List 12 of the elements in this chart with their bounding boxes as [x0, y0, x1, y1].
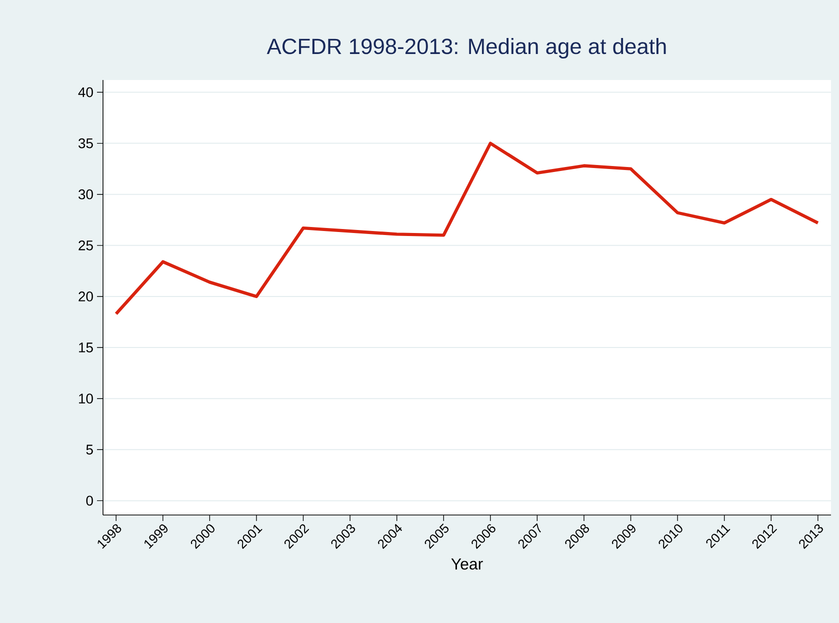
- y-tick-label: 30: [78, 189, 93, 200]
- chart-title: ACFDR 1998-2013: Median age at death: [266, 38, 666, 58]
- y-tick-label: 5: [86, 444, 93, 455]
- y-tick-label: 10: [79, 394, 93, 404]
- y-tick-label: 35: [78, 138, 93, 148]
- y-tick-label: 25: [78, 240, 93, 250]
- y-tick-label: 20: [78, 292, 93, 302]
- y-tick-label: 15: [79, 342, 93, 352]
- y-tick-label: 0: [86, 496, 93, 506]
- line-series: [114, 142, 820, 316]
- y-tick-label: 40: [78, 87, 93, 98]
- x-axis-title: Year: [451, 558, 483, 570]
